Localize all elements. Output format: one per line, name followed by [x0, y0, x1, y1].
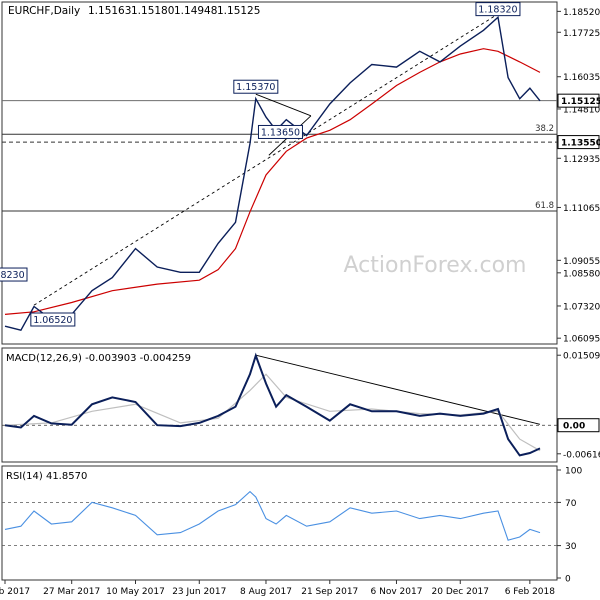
macd-tick-label: 0.015092 — [563, 352, 600, 362]
price-line — [4, 15, 541, 332]
level-price-label: 1.13550 — [561, 139, 600, 149]
watermark: ActionForex.com — [344, 253, 527, 278]
ohlc-open: 1.15163 — [88, 5, 131, 17]
time-tick-label: 20 Dec 2017 — [432, 587, 490, 597]
macd-plot — [2, 352, 557, 457]
level-price-box — [557, 135, 600, 150]
time-tick-label: 27 Mar 2017 — [43, 587, 100, 597]
price-callout-box — [475, 2, 521, 17]
macd-current-box — [557, 418, 600, 433]
price-callout-box — [233, 79, 279, 94]
price-tick-label: 1.18520 — [563, 8, 600, 18]
price-tick-label: 1.14810 — [563, 105, 600, 115]
ohlc-low: 1.14948 — [174, 5, 217, 17]
price-tick-label: 1.07320 — [563, 302, 600, 312]
rsi-line — [4, 490, 541, 541]
price-tick-label: 1.17725 — [563, 29, 600, 39]
macd-tick-label: -0.006163 — [563, 450, 600, 460]
rsi-label: RSI(14) 41.8570 — [6, 471, 87, 482]
current-price-label: 1.15125 — [561, 97, 600, 107]
price-callout-box — [0, 267, 28, 282]
price-axis: 1.18520 1.17725 1.16035 1.14810 1.12935 1.110… — [557, 8, 600, 345]
macd-label: MACD(12,26,9) -0.003903 -0.004259 — [6, 353, 191, 364]
fibonacci-label: 38.2 — [535, 124, 554, 134]
price-panel — [1, 1, 558, 345]
macd-trend-line — [255, 354, 541, 425]
ohlc-high: 1.15180 — [131, 5, 174, 17]
ohlc-readout: 1.15163 1.15180 1.14948 1.15125 — [88, 5, 260, 17]
fibonacci-label: 61.8 — [535, 201, 554, 211]
price-tick-label: 1.09055 — [563, 257, 600, 267]
rsi-tick-label: 100 — [565, 467, 582, 477]
trend-line — [33, 15, 496, 306]
ohlc-close: 1.15125 — [217, 5, 260, 17]
macd-axis: 0.0150920.00-0.0061630.00 — [557, 352, 600, 460]
price-callout-label: 1.06520 — [33, 315, 72, 326]
time-tick-label: 6 Feb 2018 — [505, 587, 556, 597]
price-callout-label: 1.15370 — [236, 82, 275, 93]
price-tick-label: 1.16035 — [563, 73, 600, 83]
price-tick-label: 1.11065 — [563, 204, 600, 214]
price-callout-label: 1.18320 — [478, 5, 517, 16]
rsi-plot — [2, 490, 557, 546]
time-tick-label: 9 Feb 2017 — [0, 587, 30, 597]
time-tick-label: 23 Jun 2017 — [172, 587, 226, 597]
time-axis: 9 Feb 2017 27 Mar 2017 10 May 2017 23 Jun 2… — [0, 580, 555, 597]
time-tick-label: 8 Aug 2017 — [240, 587, 292, 597]
moving-average-line — [4, 48, 541, 315]
macd-current-label: 0.00 — [563, 422, 585, 432]
trend-line — [255, 93, 312, 117]
current-price-box — [557, 93, 600, 108]
rsi-tick-label: 70 — [565, 499, 577, 509]
rsi-tick-label: 0 — [565, 575, 571, 585]
time-tick-label: 21 Sep 2017 — [301, 587, 358, 597]
rsi-tick-label: 30 — [565, 542, 577, 552]
price-callout-label: 1.13650 — [261, 127, 300, 138]
price-tick-label: 1.06095 — [563, 335, 600, 345]
rsi-axis: 100 70 30 0 — [557, 467, 582, 585]
price-tick-label: 1.08580 — [563, 269, 600, 279]
time-tick-label: 6 Nov 2017 — [371, 587, 423, 597]
price-tick-label: 1.12935 — [563, 155, 600, 165]
rsi-panel — [1, 465, 558, 581]
price-callout-box — [257, 124, 303, 139]
time-tick-label: 10 May 2017 — [106, 587, 165, 597]
price-callout-box — [30, 312, 76, 327]
macd-line — [4, 352, 541, 457]
macd-panel — [1, 347, 558, 463]
symbol-label: EURCHF,Daily — [8, 5, 80, 17]
